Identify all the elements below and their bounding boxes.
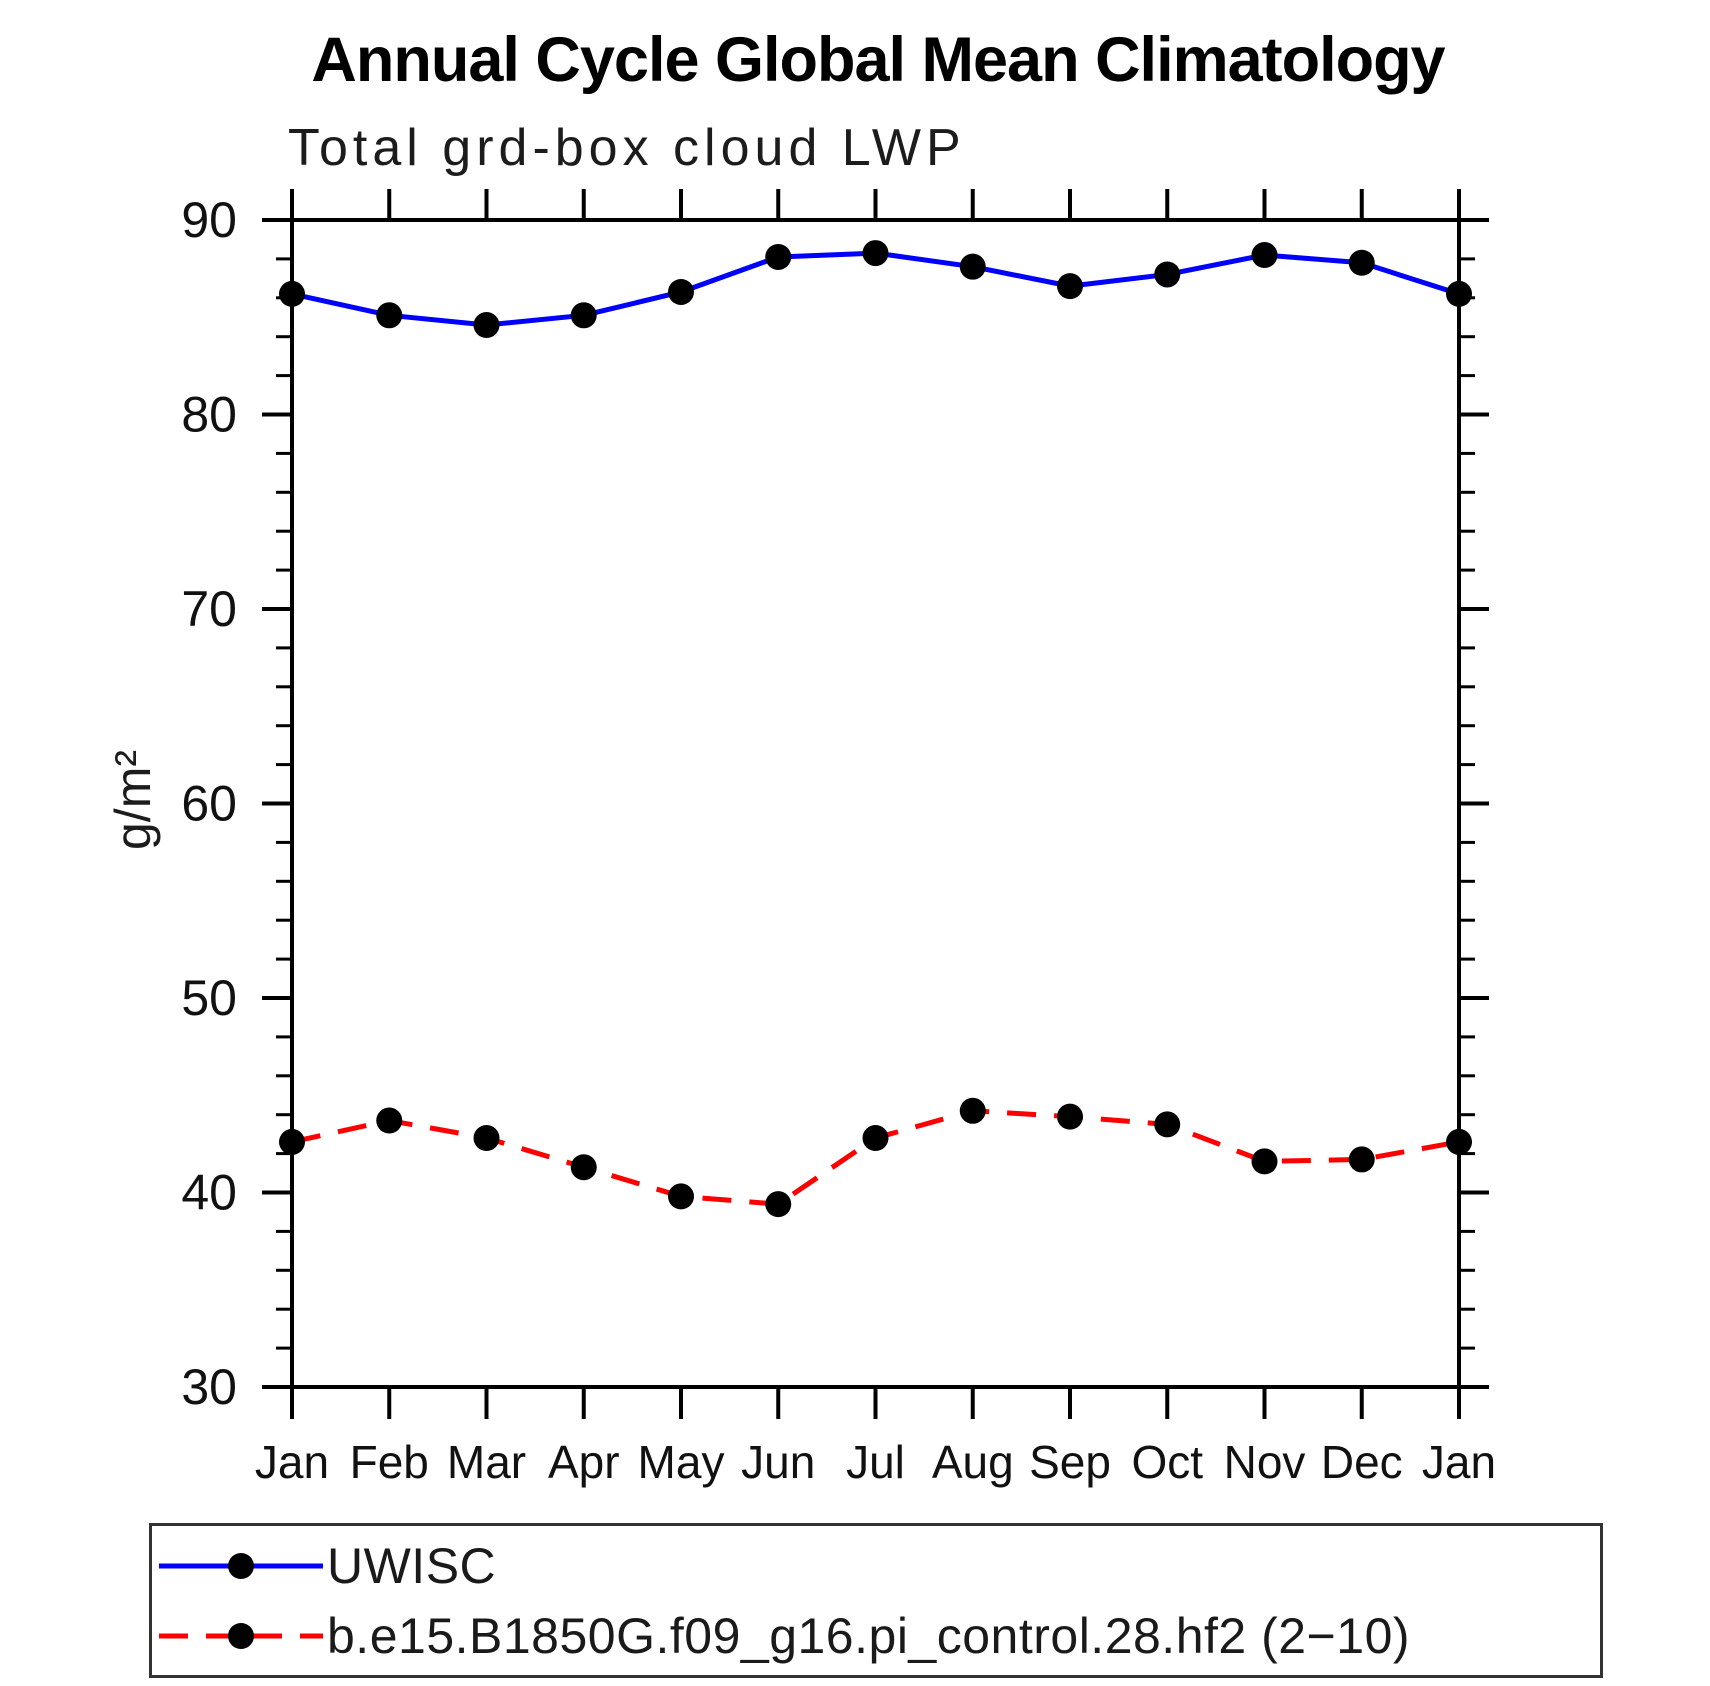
legend-label-model: b.e15.B1850G.f09_g16.pi_control.28.hf2 (… <box>327 1608 1411 1664</box>
data-point-marker <box>1251 242 1278 269</box>
data-point-marker <box>473 1125 500 1152</box>
legend-entry-model: b.e15.B1850G.f09_g16.pi_control.28.hf2 (… <box>157 1605 1410 1667</box>
chart-title: Annual Cycle Global Mean Climatology <box>311 25 1445 95</box>
data-point-marker <box>1446 280 1472 307</box>
legend-sample-model <box>159 1623 323 1649</box>
data-point-marker <box>862 1125 889 1152</box>
data-point-marker <box>279 1128 305 1155</box>
x-tick-label: Mar <box>447 1436 526 1488</box>
x-tick-label: Feb <box>350 1436 429 1488</box>
x-tick-label: Sep <box>1029 1436 1111 1488</box>
y-tick-label: 50 <box>181 970 237 1026</box>
data-point-marker <box>765 1191 792 1218</box>
data-point-marker <box>1057 1103 1083 1130</box>
chart-subtitle: Total grd-box cloud LWP <box>288 119 966 177</box>
x-tick-label: Aug <box>932 1436 1014 1488</box>
data-point-marker <box>668 1183 694 1210</box>
data-point-marker <box>1154 261 1181 288</box>
data-point-marker <box>959 1097 986 1124</box>
y-tick-label: 80 <box>181 387 237 443</box>
data-point-marker <box>1348 1146 1375 1173</box>
data-point-marker <box>959 253 986 280</box>
x-tick-label: Jun <box>741 1436 815 1488</box>
plot-border <box>290 218 1461 1389</box>
data-point-marker <box>279 280 305 307</box>
data-point-marker <box>570 302 597 329</box>
x-tick-label: Jul <box>846 1436 905 1488</box>
x-tick-label: Oct <box>1131 1436 1203 1488</box>
data-point-marker <box>1251 1148 1278 1175</box>
y-tick-label: 70 <box>181 581 237 637</box>
legend-entry-uwisc: UWISC <box>157 1535 496 1597</box>
x-tick-label: Apr <box>548 1436 620 1488</box>
data-point-marker <box>1348 249 1375 276</box>
data-point-marker <box>376 1107 403 1134</box>
data-point-marker <box>862 240 889 267</box>
y-tick-label: 90 <box>181 192 237 248</box>
data-point-marker <box>1446 1128 1472 1155</box>
y-tick-label: 30 <box>181 1359 237 1415</box>
data-point-marker <box>1057 273 1083 300</box>
data-point-marker <box>376 302 403 329</box>
data-point-marker <box>473 312 500 339</box>
data-point-marker <box>765 243 792 270</box>
x-tick-label: Dec <box>1321 1436 1403 1488</box>
data-point-marker <box>570 1154 597 1181</box>
y-tick-label: 60 <box>181 776 237 832</box>
x-tick-label: Jan <box>255 1436 329 1488</box>
data-point-marker <box>1154 1111 1181 1138</box>
series-line-model <box>291 1108 1460 1207</box>
data-point-marker <box>668 278 694 305</box>
legend: UWISC b.e15.B1850G.f09_g16.pi_control.28… <box>149 1523 1603 1678</box>
y-tick-label: 40 <box>181 1165 237 1221</box>
x-tick-label: Nov <box>1224 1436 1306 1488</box>
legend-label-uwisc: UWISC <box>327 1538 497 1594</box>
legend-marker-icon <box>228 1553 254 1579</box>
x-tick-label: May <box>638 1436 725 1488</box>
x-tick-label: Jan <box>1422 1436 1496 1488</box>
legend-sample-uwisc <box>159 1553 323 1579</box>
legend-marker-icon <box>228 1623 254 1649</box>
